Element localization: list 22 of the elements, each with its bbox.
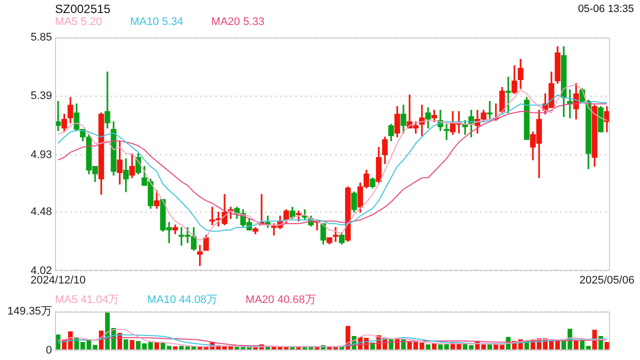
text: 05-06 13:35 [578, 3, 634, 15]
y-tick-label: 4.48 [30, 206, 52, 218]
y-tick-label: 149.35万 [7, 306, 52, 318]
x-tick-label: 2024/12/10 [30, 274, 86, 286]
bar [148, 342, 153, 350]
bar [130, 340, 134, 350]
y-tick-label: 0 [46, 344, 52, 356]
bar [604, 342, 610, 350]
bar [432, 344, 437, 350]
text: MA5 41.04万 [55, 293, 120, 307]
bar [124, 339, 128, 350]
x-tick-label: 2025/05/06 [579, 274, 634, 286]
text: MA10 44.08万 [147, 293, 218, 307]
text: MA20 40.68万 [246, 293, 316, 307]
y-tick-label: 4.93 [30, 148, 52, 161]
text: MA5 5.20 [55, 16, 102, 28]
text: MA10 5.34 [130, 16, 184, 28]
y-tick-label: 4.02 [30, 264, 52, 277]
y-tick-label: 5.39 [30, 90, 52, 102]
y-tick-label: 5.85 [30, 32, 52, 44]
text: MA20 5.33 [211, 16, 264, 28]
chart-title: SZ002515 [55, 2, 110, 16]
